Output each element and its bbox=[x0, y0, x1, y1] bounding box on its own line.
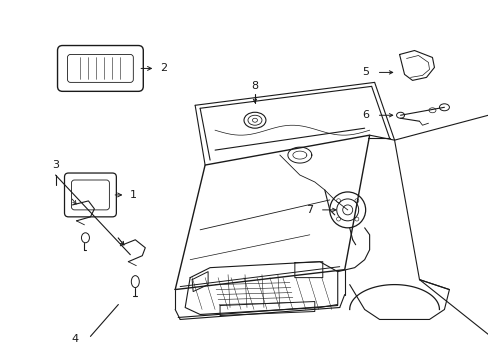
Text: 5: 5 bbox=[362, 67, 369, 77]
Text: 7: 7 bbox=[305, 205, 312, 215]
Text: 3: 3 bbox=[52, 160, 59, 170]
Text: 6: 6 bbox=[362, 110, 369, 120]
Text: 8: 8 bbox=[251, 81, 258, 91]
Text: 1: 1 bbox=[130, 190, 137, 200]
Text: 4: 4 bbox=[72, 334, 79, 345]
Text: 2: 2 bbox=[160, 63, 167, 73]
